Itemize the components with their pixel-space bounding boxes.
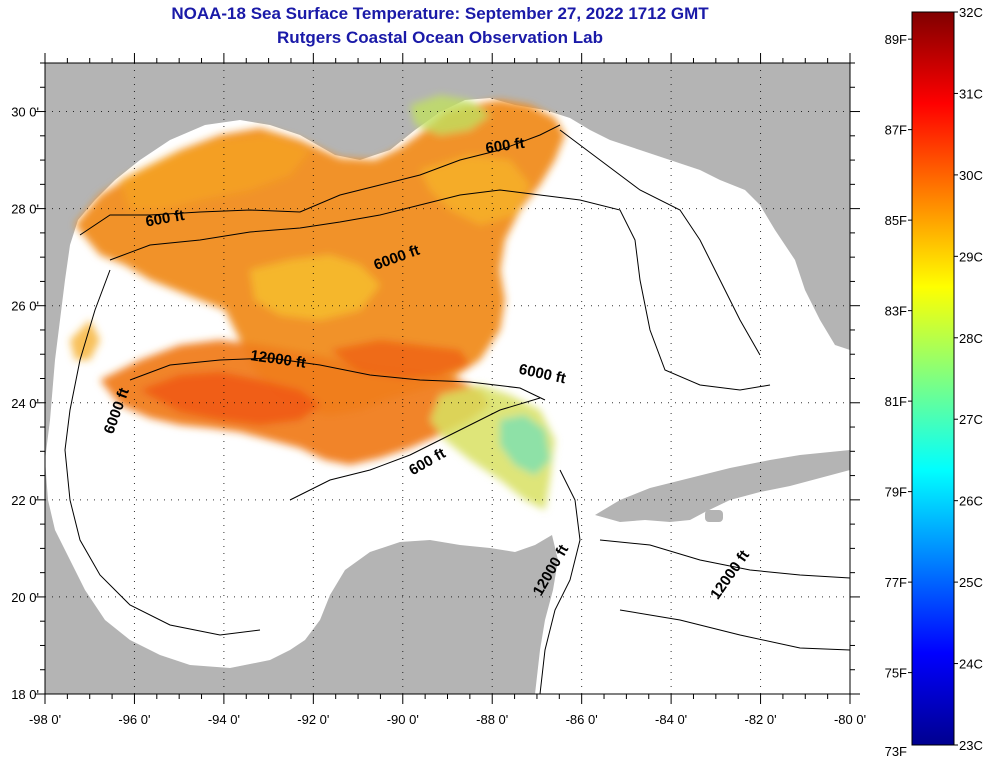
colorbar-fahrenheit-label: 83F — [885, 304, 907, 319]
map-title: NOAA-18 Sea Surface Temperature: Septemb… — [171, 4, 709, 23]
colorbar-celsius-label: 24C — [959, 657, 983, 672]
colorbar-celsius-label: 30C — [959, 168, 983, 183]
lon-tick-label: -86 0' — [566, 712, 598, 727]
contour-12000ft — [129, 357, 546, 401]
lon-tick-label: -94 0' — [208, 712, 240, 727]
sst-overlay — [70, 95, 565, 510]
lat-tick-label: 30 0' — [11, 105, 39, 120]
colorbar-fahrenheit-label: 81F — [885, 394, 907, 409]
lon-tick-label: -98 0' — [29, 712, 61, 727]
colorbar-fahrenheit-label: 77F — [885, 575, 907, 590]
colorbar-celsius-label: 26C — [959, 494, 983, 509]
lon-tick-label: -90 0' — [387, 712, 419, 727]
colorbar-fahrenheit-label: 87F — [885, 123, 907, 138]
lat-tick-label: 18 0' — [11, 687, 39, 702]
mexico-land — [45, 460, 558, 694]
lon-tick-label: -82 0' — [744, 712, 776, 727]
lat-tick-label: 20 0' — [11, 590, 39, 605]
colorbar-celsius-label: 23C — [959, 738, 983, 753]
colorbar-labels: 32C 31C 30C 29C 28C 27C 26C 25C 24C 23C 89F 87F 85F 8… — [885, 5, 983, 759]
colorbar-celsius-label: 28C — [959, 331, 983, 346]
lat-tick-label: 24 0' — [11, 396, 39, 411]
contour-6000ft-north — [109, 189, 771, 391]
graticule — [45, 63, 850, 694]
lat-tick-label: 22 0' — [11, 493, 39, 508]
us-gulf-coast-land — [45, 63, 850, 460]
bathymetry-contours — [64, 124, 850, 694]
colorbar-celsius-label: 31C — [959, 86, 983, 101]
cuba-land — [595, 450, 850, 522]
contour-label: 600 ft — [144, 207, 186, 231]
lon-tick-label: -84 0' — [655, 712, 687, 727]
colorbar-fahrenheit-label: 75F — [885, 666, 907, 681]
contour-600ft-north — [79, 124, 561, 236]
colorbar-fahrenheit-label: 73F — [885, 744, 907, 759]
axis-labels: -98 0' -96 0' -94 0' -92 0' -90 0' -88 0' -86 … — [11, 105, 866, 727]
colorbar: 32C 31C 30C 29C 28C 27C 26C 25C 24C 23C 89F 87F 85F 8… — [885, 5, 983, 759]
colorbar-fahrenheit-label: 79F — [885, 485, 907, 500]
lon-tick-label: -92 0' — [297, 712, 329, 727]
lat-tick-label: 26 0' — [11, 299, 39, 314]
isle-of-youth-land — [705, 510, 723, 522]
contour-caribbean-south — [619, 609, 850, 651]
lat-tick-label: 28 0' — [11, 202, 39, 217]
colorbar-celsius-label: 29C — [959, 249, 983, 264]
land-layer — [45, 63, 850, 694]
contour-label: 600 ft — [484, 135, 525, 157]
lon-tick-label: -88 0' — [476, 712, 508, 727]
map-subtitle: Rutgers Coastal Ocean Observation Lab — [277, 28, 603, 47]
map-ticks — [35, 53, 860, 704]
colorbar-celsius-label: 25C — [959, 575, 983, 590]
lon-tick-label: -80 0' — [834, 712, 866, 727]
colorbar-celsius-label: 32C — [959, 5, 983, 20]
colorbar-fahrenheit-label: 89F — [885, 32, 907, 47]
contour-600ft-south — [289, 397, 541, 501]
contour-6000ft-west — [64, 269, 261, 636]
lon-tick-label: -96 0' — [118, 712, 150, 727]
contour-caribbean — [599, 539, 850, 579]
contour-yucatan — [539, 469, 581, 694]
contour-florida-shelf — [559, 129, 761, 356]
colorbar-celsius-label: 27C — [959, 412, 983, 427]
colorbar-fahrenheit-label: 85F — [885, 213, 907, 228]
colorbar-gradient — [911, 11, 955, 746]
